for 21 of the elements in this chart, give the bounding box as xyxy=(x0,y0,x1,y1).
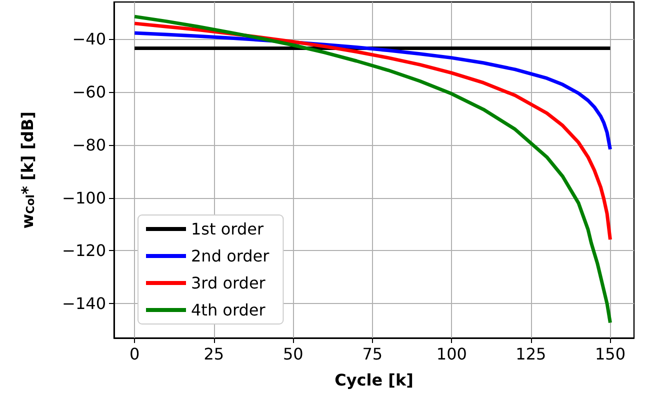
y-tick-label: −60 xyxy=(72,82,106,102)
y-tick-label: −80 xyxy=(72,135,106,154)
line-series xyxy=(132,22,612,242)
legend-label: 1st order xyxy=(191,220,264,238)
line-series xyxy=(132,14,612,324)
y-tick-label: −40 xyxy=(72,30,106,49)
x-tick-label: 75 xyxy=(362,344,383,364)
x-tick-label: 150 xyxy=(594,344,626,364)
x-tick-label: 0 xyxy=(130,344,140,364)
y-tick-label: −120 xyxy=(62,241,106,260)
x-tick-label: 100 xyxy=(436,344,467,364)
y-axis-title: wCol* [k] [dB] xyxy=(18,111,37,229)
x-tick-label: 50 xyxy=(282,344,304,364)
x-tick-label: 125 xyxy=(516,344,546,364)
y-tick-label: −100 xyxy=(62,188,106,208)
legend-label: 2nd order xyxy=(191,246,270,266)
x-tick-label: 25 xyxy=(204,344,224,364)
y-tick-label: −140 xyxy=(62,294,106,314)
x-axis-title: Cycle [k] xyxy=(334,370,414,390)
legend-label: 3rd order xyxy=(191,274,266,292)
legend-label: 4th order xyxy=(191,300,266,320)
